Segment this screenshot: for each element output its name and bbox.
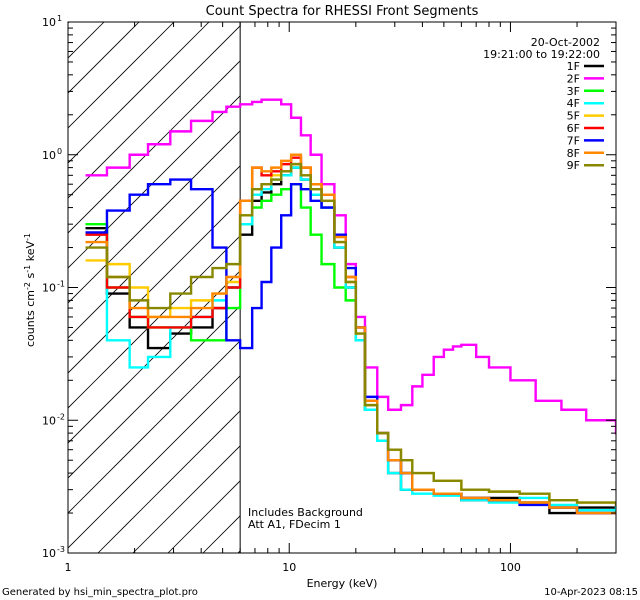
x-axis-label: Energy (keV) — [307, 577, 378, 590]
legend-label-7f: 7F — [567, 134, 580, 147]
hatch-line — [68, 375, 241, 549]
hatch-line — [68, 305, 241, 479]
hatch-line — [68, 95, 241, 269]
x-tick-label: 100 — [500, 561, 521, 574]
legend-label-2f: 2F — [567, 72, 580, 85]
series-line-6f — [85, 156, 616, 515]
hatch-line — [588, 0, 640, 553]
y-tick-exponent: 1 — [57, 14, 62, 23]
legend-date: 20-Oct-2002 — [531, 36, 600, 49]
series-line-8f — [85, 153, 616, 515]
hatch-line — [308, 0, 640, 553]
hatch-line — [68, 60, 241, 234]
legend-label-6f: 6F — [567, 122, 580, 135]
y-tick-exponent: -1 — [57, 280, 65, 289]
legend-label-8f: 8F — [567, 147, 580, 160]
y-tick-exponent: -2 — [57, 412, 65, 421]
y-tick-label: 10 — [42, 16, 56, 29]
y-tick-label: 10 — [42, 414, 56, 427]
legend-time-range: 19:21:00 to 19:22:00 — [483, 48, 600, 61]
hatch-line — [68, 22, 70, 24]
hatch-line — [273, 0, 640, 553]
chart-title: Count Spectra for RHESSI Front Segments — [206, 4, 479, 19]
legend-label-9f: 9F — [567, 159, 580, 172]
hatch-line — [68, 340, 241, 514]
background-hatch-region — [68, 0, 640, 553]
hatch-line — [68, 22, 140, 94]
y-axis-label: counts cm-2 s-1 keV-1 — [23, 233, 38, 347]
series-line-2f — [85, 98, 616, 435]
y-tick-exponent: -3 — [57, 545, 65, 554]
hatch-line — [448, 0, 640, 553]
legend-label-5f: 5F — [567, 110, 580, 123]
hatch-line — [68, 22, 210, 164]
hatch-line — [68, 25, 241, 199]
hatch-line — [68, 200, 241, 374]
series-line-4f — [85, 166, 616, 512]
legend-label-1f: 1F — [567, 60, 580, 73]
legend-label-3f: 3F — [567, 85, 580, 98]
series-line-1f — [85, 166, 616, 515]
y-tick-exponent: 0 — [57, 147, 62, 156]
hatch-line — [68, 22, 175, 129]
y-tick-label: 10 — [42, 547, 56, 560]
annotation-background: Includes Background — [248, 506, 363, 519]
footer-generator: Generated by hsi_min_spectra_plot.pro — [2, 587, 198, 598]
hatch-line — [68, 165, 241, 339]
x-tick-label: 10 — [282, 561, 296, 574]
hatch-line — [68, 270, 241, 444]
y-tick-label: 10 — [42, 149, 56, 162]
hatch-line — [68, 235, 241, 409]
series-line-5f — [85, 162, 616, 507]
hatch-line — [68, 130, 241, 304]
series-line-7f — [85, 178, 616, 515]
hatch-line — [97, 410, 241, 553]
annotation-attenuator: Att A1, FDecim 1 — [248, 518, 341, 531]
hatch-line — [132, 445, 241, 553]
legend-label-4f: 4F — [567, 97, 580, 110]
hatch-line — [623, 0, 640, 553]
y-tick-label: 10 — [42, 282, 56, 295]
series-group — [85, 98, 616, 515]
hatch-line — [413, 0, 640, 553]
hatch-line — [378, 0, 640, 553]
series-line-9f — [85, 162, 616, 507]
x-tick-label: 1 — [65, 561, 72, 574]
footer-timestamp: 10-Apr-2023 08:15 — [544, 587, 638, 598]
